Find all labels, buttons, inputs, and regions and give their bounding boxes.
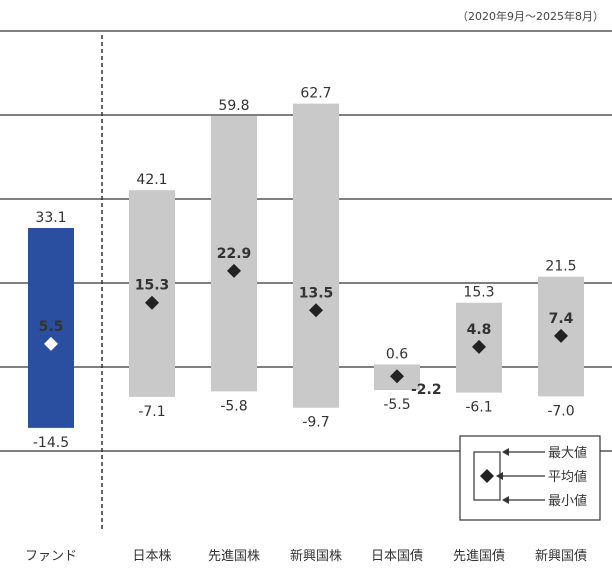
avg-value-label: 4.8 [467,322,492,338]
avg-value-label: -2.2 [411,382,442,398]
avg-marker [227,263,241,278]
legend-avg-label: 平均値 [548,469,587,485]
avg-marker [145,295,159,310]
period-label: （2020年9月～2025年8月） [457,10,604,23]
max-value-label: 21.5 [545,259,576,275]
legend-diamond-icon [480,469,494,483]
avg-value-label: 22.9 [217,246,252,262]
max-value-label: 42.1 [136,172,167,188]
legend-arrow-min-head-icon [502,496,509,504]
avg-value-label: 13.5 [299,285,334,301]
avg-value-label: 15.3 [135,278,170,294]
legend-min-label: 最小値 [548,493,587,509]
legend-arrow-max-head-icon [502,448,509,456]
max-value-label: 0.6 [386,346,408,362]
category-label: 日本国債 [371,549,423,564]
range-bar [293,103,339,408]
avg-marker [554,328,568,343]
marks [44,263,568,384]
bars [28,103,584,428]
category-label: 先進国株 [208,549,260,564]
legend: 最大値 平均値 最小値 [459,435,601,521]
avg-marker [309,303,323,318]
avg-value-label: 7.4 [549,311,574,327]
avg-marker [44,336,58,351]
value-labels: 33.1 -14.5 5.5 42.1 -7.1 15.3 59.8 -5.8 22.9 62.7… [33,86,577,451]
min-value-label: -5.8 [220,398,247,414]
legend-arrow-avg-head-icon [496,472,503,480]
max-value-label: 33.1 [35,210,66,226]
category-labels: ファンド 日本株 先進国株 新興国株 日本国債 先進国債 新興国債 [25,548,587,564]
avg-marker [390,369,404,384]
range-bar [211,115,257,392]
min-value-label: -5.5 [383,397,410,413]
category-label: 日本株 [132,549,171,564]
category-label: 新興国株 [290,548,342,564]
range-bar [129,190,175,397]
max-value-label: 59.8 [218,98,249,114]
category-label: 先進国債 [453,549,505,564]
avg-value-label: 5.5 [39,319,64,335]
category-label: 新興国債 [535,548,587,564]
min-value-label: -7.1 [138,404,165,420]
max-value-label: 62.7 [300,86,331,102]
legend-max-label: 最大値 [548,445,587,461]
min-value-label: -9.7 [302,415,329,431]
max-value-label: 15.3 [463,285,494,301]
min-value-label: -6.1 [465,400,492,416]
avg-marker [472,339,486,354]
min-value-label: -7.0 [547,403,574,419]
category-label: ファンド [25,549,77,564]
min-value-label: -14.5 [33,435,69,451]
range-bar [28,227,74,428]
